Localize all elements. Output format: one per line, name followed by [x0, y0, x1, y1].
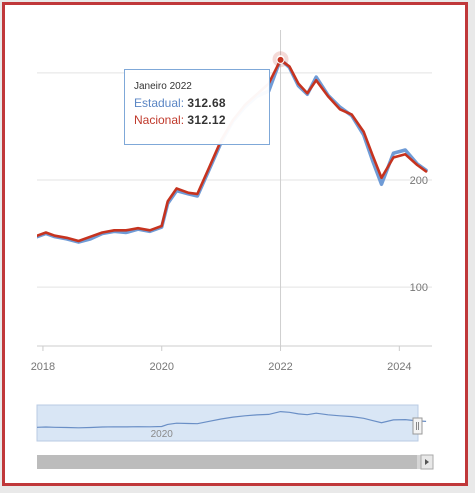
y-tick-label-200: 200	[410, 175, 428, 187]
y-tick-label-100: 100	[410, 282, 428, 294]
x-tick-label-2024: 2024	[387, 361, 411, 373]
tooltip-title: Janeiro 2022	[134, 81, 192, 92]
tooltip-row-nacional: Nacional: 312.12	[134, 112, 260, 129]
x-tick-label-2020: 2020	[149, 361, 173, 373]
tooltip-nacional-label: Nacional:	[134, 113, 185, 127]
navigator-scrollbar-thumb[interactable]	[37, 455, 417, 469]
tooltip-estadual-label: Estadual:	[134, 96, 185, 110]
chart-tooltip: Janeiro 2022 Estadual: 312.68 Nacional: …	[124, 69, 270, 145]
hover-point-nacional[interactable]	[276, 55, 285, 64]
scroll-right-arrow-icon	[425, 459, 429, 465]
tooltip-estadual-value: 312.68	[187, 96, 226, 110]
tooltip-row-estadual: Estadual: 312.68	[134, 95, 260, 112]
navigator-handle-right[interactable]	[412, 417, 423, 435]
tooltip-nacional-value: 312.12	[187, 113, 226, 127]
x-tick-label-2018: 2018	[31, 361, 55, 373]
x-tick-label-2022: 2022	[268, 361, 292, 373]
navigator-tick-label: 2020	[151, 429, 174, 440]
navigator-series-line	[36, 410, 427, 429]
navigator-selection[interactable]	[36, 404, 419, 442]
